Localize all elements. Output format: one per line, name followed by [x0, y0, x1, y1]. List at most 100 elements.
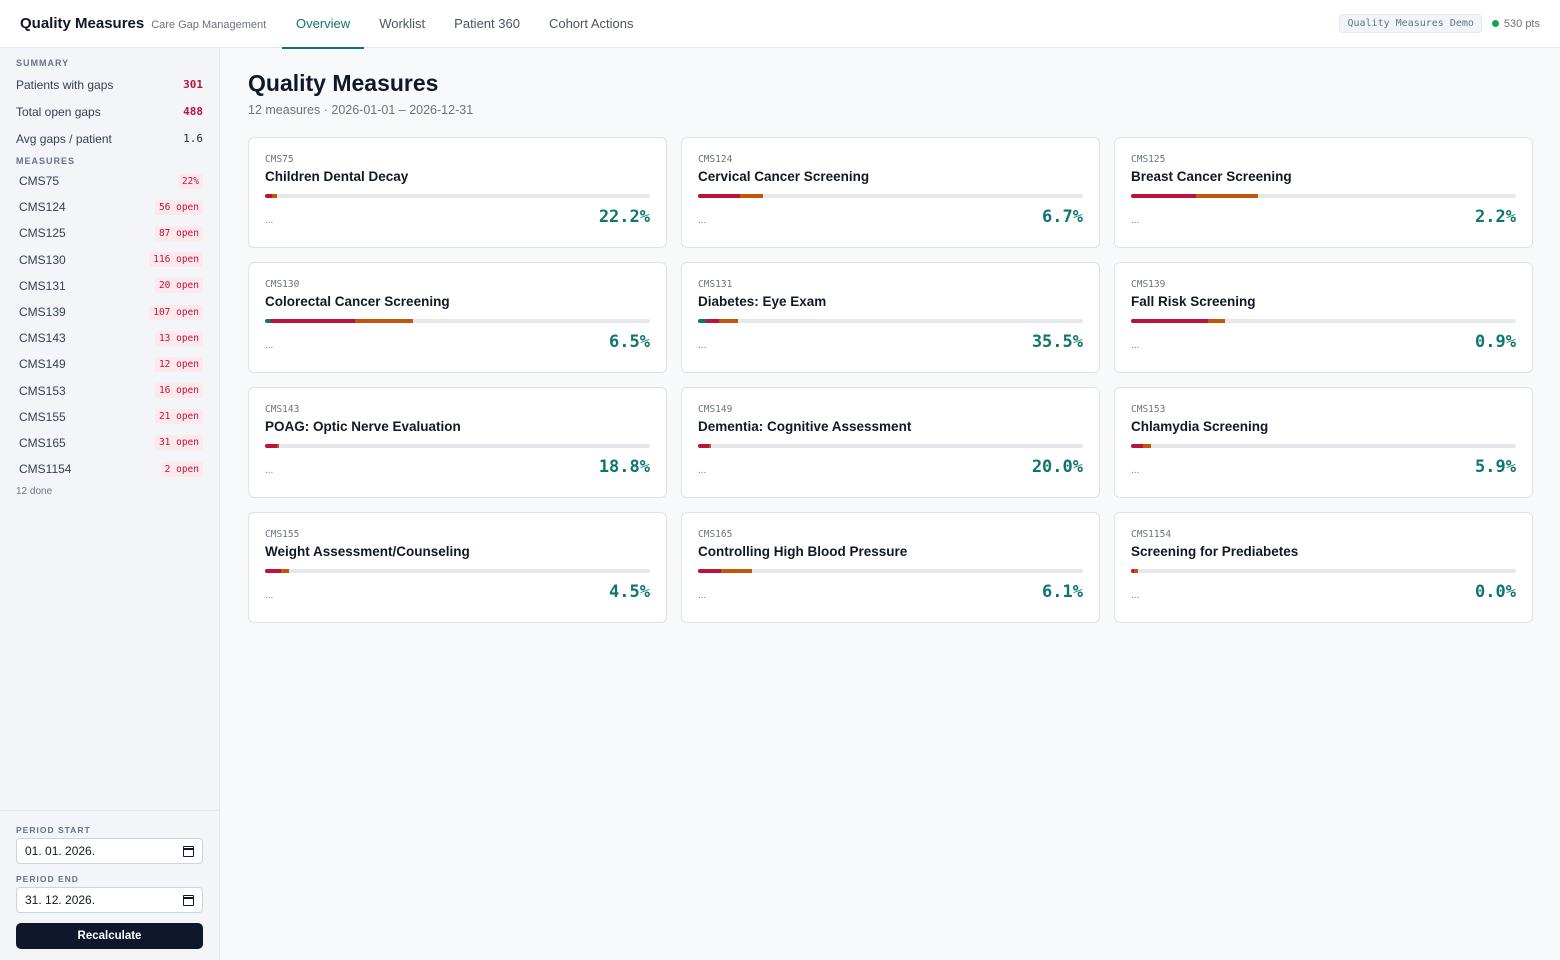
- measure-code: CMS165: [19, 435, 66, 450]
- card-footer: ... 2.2%: [1131, 207, 1516, 227]
- status-dot-icon: [1491, 20, 1499, 27]
- bar-segment-pending: [721, 569, 752, 573]
- calendar-icon[interactable]: [183, 845, 194, 857]
- measure-card-cms155[interactable]: CMS155 Weight Assessment/Counseling... 4.5…: [248, 512, 667, 623]
- card-footer: ... 6.5%: [265, 332, 650, 352]
- main-tabs: Overview Worklist Patient 360 Cohort Act…: [282, 0, 649, 49]
- measure-card-cms139[interactable]: CMS139 Fall Risk Screening... 0.9%: [1114, 262, 1533, 373]
- progress-bar: [1131, 319, 1516, 323]
- card-rate: 4.5%: [609, 582, 650, 602]
- card-measure-name: Colorectal Cancer Screening: [265, 294, 450, 309]
- card-measure-code: CMS124: [698, 154, 733, 165]
- tab-patient-360[interactable]: Patient 360: [454, 16, 520, 31]
- measure-card-cms153[interactable]: CMS153 Chlamydia Screening... 5.9%: [1114, 387, 1533, 498]
- bar-segment-pending: [355, 319, 414, 323]
- sidebar-measure-cms153[interactable]: CMS153 16 open: [0, 378, 219, 404]
- measure-card-cms165[interactable]: CMS165 Controlling High Blood Pressure...…: [681, 512, 1100, 623]
- bar-segment-pending: [719, 319, 739, 323]
- open-gaps-badge: 22%: [177, 173, 203, 189]
- measure-card-grid: CMS75 Children Dental Decay... 22.2% CMS124…: [248, 137, 1533, 623]
- card-rate: 5.9%: [1475, 457, 1516, 477]
- tab-overview[interactable]: Overview: [282, 0, 365, 49]
- bar-segment-met: [698, 319, 706, 323]
- measure-code: CMS130: [19, 252, 66, 267]
- bar-segment-gap: [1131, 319, 1208, 323]
- open-gaps-badge: 20 open: [154, 278, 203, 294]
- demo-badge: Quality Measures Demo: [1339, 14, 1482, 33]
- measure-code: CMS125: [19, 226, 66, 241]
- sidebar-measure-cms149[interactable]: CMS149 12 open: [0, 351, 219, 377]
- progress-bar: [265, 319, 650, 323]
- bar-segment-gap: [270, 319, 356, 323]
- bar-segment-gap: [265, 444, 277, 448]
- summary-value: 301: [183, 78, 203, 91]
- sidebar-measure-cms75[interactable]: CMS75 22%: [0, 168, 219, 194]
- progress-bar: [1131, 569, 1516, 573]
- card-measure-code: CMS1154: [1131, 529, 1172, 540]
- open-gaps-badge: 12 open: [154, 356, 203, 372]
- card-measure-name: Cervical Cancer Screening: [698, 169, 870, 184]
- open-gaps-badge: 21 open: [154, 409, 203, 425]
- sidebar-measure-cms1154[interactable]: CMS1154 2 open: [0, 456, 219, 482]
- card-footer: ... 6.7%: [698, 207, 1083, 227]
- page-subtitle: 12 measures · 2026-01-01 – 2026-12-31: [248, 103, 474, 117]
- card-footer: ... 35.5%: [698, 332, 1083, 352]
- sidebar-measure-cms130[interactable]: CMS130 116 open: [0, 247, 219, 273]
- measure-code: CMS153: [19, 383, 66, 398]
- sidebar-measure-cms124[interactable]: CMS124 56 open: [0, 194, 219, 220]
- card-footer: ... 6.1%: [698, 582, 1083, 602]
- measure-code: CMS75: [19, 174, 60, 189]
- card-rate: 6.5%: [609, 332, 650, 352]
- card-ellipsis: ...: [265, 464, 274, 476]
- measure-code: CMS139: [19, 305, 66, 320]
- period-end-input[interactable]: 31. 12. 2026.: [16, 887, 203, 913]
- period-end-value: 31. 12. 2026.: [25, 893, 96, 907]
- sidebar-measure-cms131[interactable]: CMS131 20 open: [0, 273, 219, 299]
- sidebar-measure-cms139[interactable]: CMS139 107 open: [0, 299, 219, 325]
- brand: Quality Measures Care Gap Management: [0, 15, 282, 32]
- calendar-icon[interactable]: [183, 894, 194, 906]
- period-start-input[interactable]: 01. 01. 2026.: [16, 838, 203, 864]
- card-rate: 0.9%: [1475, 332, 1516, 352]
- card-rate: 6.7%: [1042, 207, 1083, 227]
- sidebar-measure-cms165[interactable]: CMS165 31 open: [0, 430, 219, 456]
- card-ellipsis: ...: [698, 464, 707, 476]
- measure-card-cms75[interactable]: CMS75 Children Dental Decay... 22.2%: [248, 137, 667, 248]
- period-end-label: PERIOD END: [16, 874, 79, 884]
- bar-segment-pending: [1134, 569, 1138, 573]
- recalculate-button[interactable]: Recalculate: [16, 923, 203, 949]
- card-measure-code: CMS130: [265, 279, 300, 290]
- measure-card-cms143[interactable]: CMS143 POAG: Optic Nerve Evaluation... 18.…: [248, 387, 667, 498]
- card-measure-name: Screening for Prediabetes: [1131, 544, 1299, 559]
- bar-segment-gap: [705, 319, 720, 323]
- card-rate: 6.1%: [1042, 582, 1083, 602]
- bar-segment-pending: [276, 444, 279, 448]
- measure-card-cms125[interactable]: CMS125 Breast Cancer Screening... 2.2%: [1114, 137, 1533, 248]
- card-ellipsis: ...: [1131, 589, 1140, 601]
- progress-bar: [265, 444, 650, 448]
- card-measure-name: Diabetes: Eye Exam: [698, 294, 827, 309]
- sidebar-measure-cms125[interactable]: CMS125 87 open: [0, 220, 219, 246]
- open-gaps-badge: 2 open: [160, 461, 203, 477]
- measure-card-cms130[interactable]: CMS130 Colorectal Cancer Screening ... 6.5%: [248, 262, 667, 373]
- measure-card-cms1154[interactable]: CMS1154 Screening for Prediabetes... 0.0%: [1114, 512, 1533, 623]
- tab-cohort-actions[interactable]: Cohort Actions: [548, 16, 634, 31]
- card-measure-name: Chlamydia Screening: [1131, 419, 1269, 434]
- sidebar-measure-cms155[interactable]: CMS155 21 open: [0, 404, 219, 430]
- measure-card-cms124[interactable]: CMS124 Cervical Cancer Screening ... 6.7%: [681, 137, 1100, 248]
- card-footer: ... 18.8%: [265, 457, 650, 477]
- card-measure-name: Breast Cancer Screening: [1131, 169, 1292, 184]
- bar-segment-pending: [1142, 444, 1152, 448]
- card-measure-code: CMS149: [698, 404, 733, 415]
- progress-bar: [1131, 194, 1516, 198]
- tab-worklist[interactable]: Worklist: [379, 16, 426, 31]
- measure-code: CMS143: [19, 331, 66, 346]
- summary-label-text: Patients with gaps: [16, 77, 114, 92]
- measure-code: CMS124: [19, 200, 66, 215]
- card-ellipsis: ...: [698, 589, 707, 601]
- bar-segment-gap: [698, 194, 741, 198]
- measure-card-cms131[interactable]: CMS131 Diabetes: Eye Exam... 35.5%: [681, 262, 1100, 373]
- card-rate: 2.2%: [1475, 207, 1516, 227]
- sidebar-measure-cms143[interactable]: CMS143 13 open: [0, 325, 219, 351]
- measure-card-cms149[interactable]: CMS149 Dementia: Cognitive Assessment... 2…: [681, 387, 1100, 498]
